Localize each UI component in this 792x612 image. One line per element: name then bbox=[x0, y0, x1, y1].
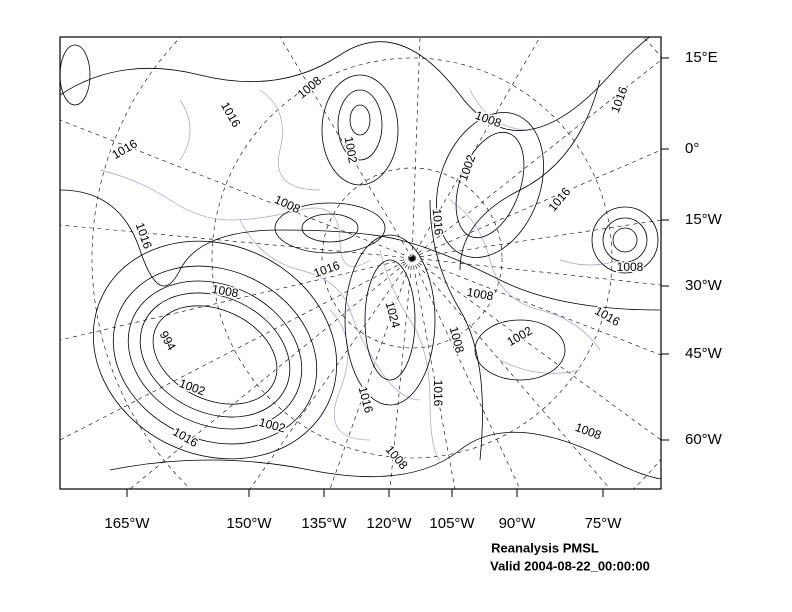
contour-label: 1002 bbox=[177, 376, 207, 398]
x-tick-label: 90°W bbox=[499, 515, 537, 532]
x-tick-label: 165°W bbox=[104, 515, 150, 532]
y-tick-label: 45°W bbox=[685, 345, 723, 362]
contour-label: 1016 bbox=[133, 221, 155, 251]
isobars bbox=[60, 37, 661, 480]
contour-label: 1008 bbox=[473, 108, 503, 130]
contour-label: 994 bbox=[157, 328, 179, 353]
contour-label: 1008 bbox=[295, 73, 325, 101]
y-tick-label: 0° bbox=[685, 140, 699, 157]
caption-valid: Valid 2004-08-22_00:00:00 bbox=[490, 558, 650, 573]
map-body: 1016 1016 1008 1002 1008 1002 1016 1008 1016 1016… bbox=[60, 37, 661, 489]
contour-label: 1024 bbox=[383, 300, 404, 330]
contour-label: 1008 bbox=[383, 443, 411, 473]
contour-label: 1002 bbox=[505, 323, 535, 349]
contour-label: 1016 bbox=[170, 425, 200, 451]
contour-label: 1002 bbox=[258, 415, 288, 436]
x-tick-label: 120°W bbox=[366, 515, 412, 532]
contour-label: 1016 bbox=[110, 136, 140, 162]
contour-label: 1016 bbox=[356, 385, 377, 415]
x-tick-label: 105°W bbox=[429, 515, 475, 532]
graticule bbox=[60, 37, 661, 489]
y-tick-label: 15°W bbox=[685, 211, 723, 228]
axes: 165°W 150°W 135°W 120°W 105°W 90°W 75°W 15°E 0° 1… bbox=[104, 49, 722, 532]
y-tick-label: 30°W bbox=[685, 277, 723, 294]
x-tick-label: 150°W bbox=[226, 515, 272, 532]
contour-label: 1016 bbox=[430, 208, 446, 236]
contour-label: 1002 bbox=[456, 152, 478, 182]
x-tick-label: 75°W bbox=[585, 515, 623, 532]
contour-label: 1008 bbox=[617, 260, 644, 274]
contour-label: 1016 bbox=[312, 258, 342, 280]
contour-label: 1016 bbox=[218, 100, 244, 130]
contour-label: 1008 bbox=[573, 420, 603, 442]
contour-label: 1016 bbox=[545, 184, 573, 214]
coastlines bbox=[99, 89, 621, 461]
contour-label: 1008 bbox=[447, 325, 468, 355]
contour-label: 1016 bbox=[608, 84, 630, 114]
contour-label: 1016 bbox=[592, 304, 622, 330]
caption-title: Reanalysis PMSL bbox=[491, 540, 599, 555]
contour-label: 1008 bbox=[466, 285, 495, 303]
contour-label: 1008 bbox=[211, 282, 240, 300]
y-tick-label: 15°E bbox=[685, 49, 718, 66]
contour-label: 1016 bbox=[431, 380, 445, 407]
x-tick-label: 135°W bbox=[301, 515, 347, 532]
map-frame bbox=[59, 36, 662, 490]
contour-label: 1002 bbox=[342, 135, 360, 164]
y-tick-label: 60°W bbox=[685, 431, 723, 448]
